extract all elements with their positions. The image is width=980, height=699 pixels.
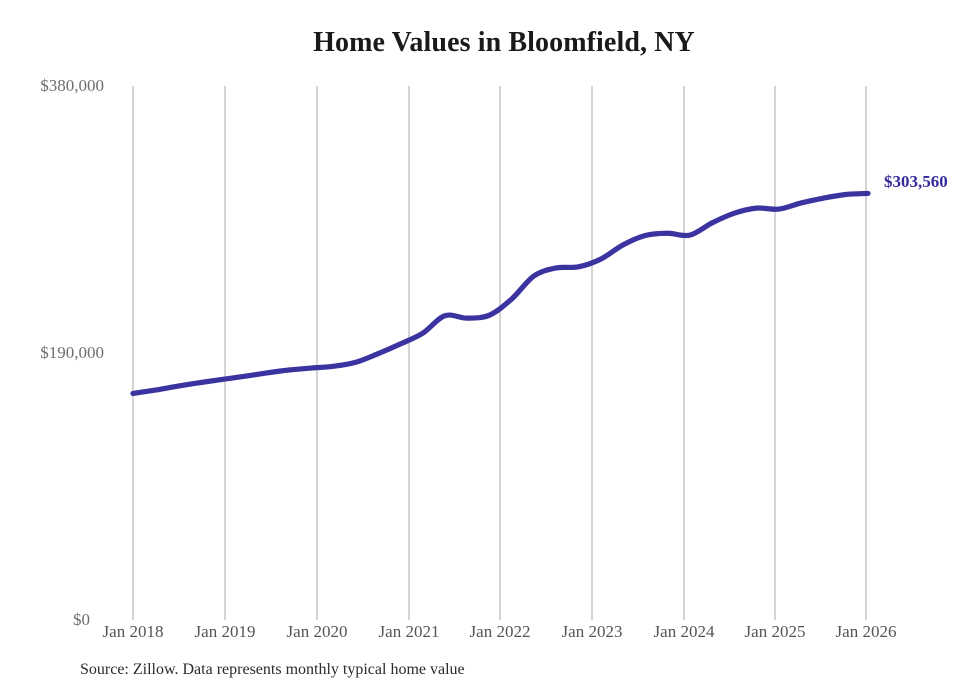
x-axis-label-jan-2023: Jan 2023 <box>561 622 623 641</box>
x-axis-label-jan-2024: Jan 2024 <box>653 622 715 641</box>
x-axis-label-jan-2018: Jan 2018 <box>102 622 164 641</box>
x-axis-label-jan-2021: Jan 2021 <box>378 622 440 641</box>
home-value-line <box>130 190 871 397</box>
x-axis-label-jan-2019: Jan 2019 <box>194 622 256 641</box>
gridlines <box>132 86 867 620</box>
x-axis-label-jan-2022: Jan 2022 <box>469 622 531 641</box>
y-axis-label-zero: $0 <box>73 610 90 629</box>
x-axis-label-jan-2025: Jan 2025 <box>744 622 806 641</box>
source-note: Source: Zillow. Data represents monthly … <box>80 661 465 678</box>
x-axis-label-jan-2020: Jan 2020 <box>286 622 348 641</box>
endpoint-value-annotation: $303,560 <box>884 172 948 191</box>
y-axis-label-max: $380,000 <box>40 76 104 95</box>
x-axis-label-jan-2026: Jan 2026 <box>835 622 897 641</box>
y-axis-label-mid: $190,000 <box>40 343 104 362</box>
chart-title: Home Values in Bloomfield, NY <box>313 27 695 58</box>
